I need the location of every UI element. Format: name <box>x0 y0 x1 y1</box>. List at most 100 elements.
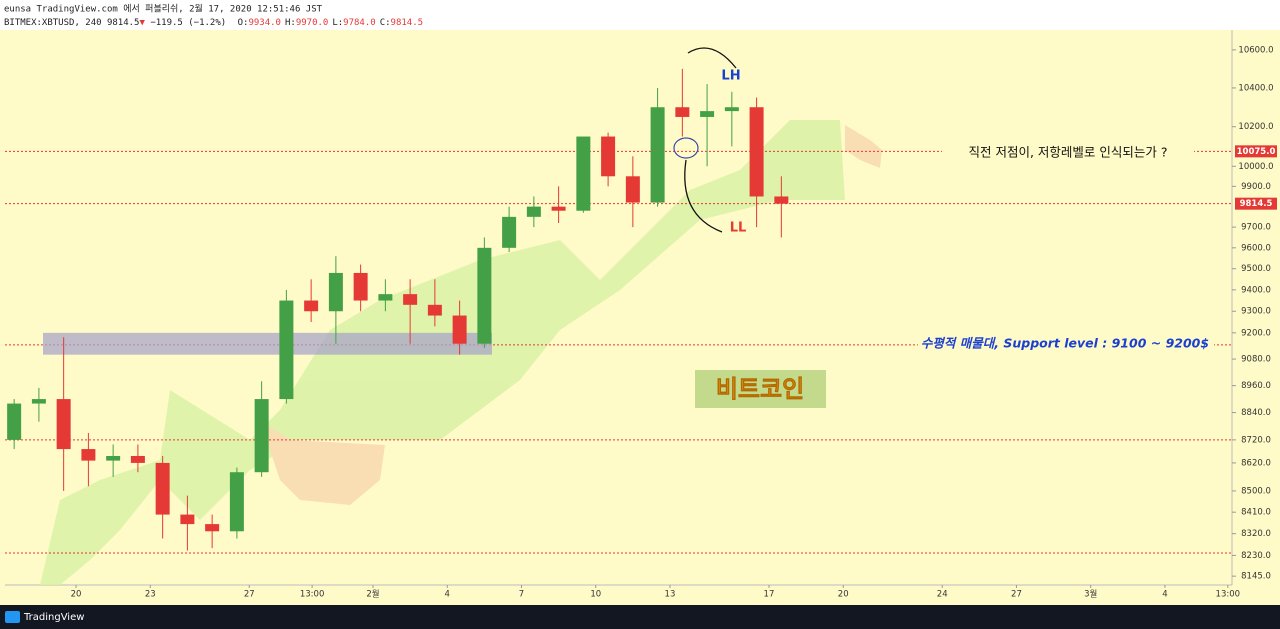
ohlc-label: L: <box>332 18 343 28</box>
ohlc-value: 9970.0 <box>296 18 329 28</box>
symbol: BITMEX:XBTUSD, 240 <box>4 18 102 28</box>
candle-body <box>526 206 541 217</box>
symbol-line: BITMEX:XBTUSD, 240 9814.5▼ −119.5 (−1.2%… <box>4 18 423 28</box>
candle-body <box>551 206 566 211</box>
candle-body <box>403 294 418 305</box>
y-tick-label: 9900.0 <box>1241 182 1271 192</box>
candle-body <box>477 247 492 344</box>
price-label-bg <box>1235 145 1277 158</box>
ohlc-value: 9814.5 <box>391 18 424 28</box>
candle-body <box>601 136 616 177</box>
y-tick-label: 9300.0 <box>1241 307 1271 317</box>
candle-body <box>254 399 269 473</box>
candle-body <box>106 455 121 461</box>
x-tick-label: 20 <box>838 590 849 600</box>
x-tick-label: 4 <box>1162 590 1167 600</box>
candle-body <box>576 136 591 211</box>
cloud-bear <box>260 420 385 505</box>
candle-body <box>328 272 343 312</box>
candle-body <box>130 455 145 463</box>
header-bg <box>0 0 1280 30</box>
brand: TradingView <box>23 612 84 623</box>
candle-body <box>304 300 319 312</box>
x-tick-label: 7 <box>519 590 524 600</box>
y-tick-label: 8230.0 <box>1241 551 1271 561</box>
ohlc-value: 9784.0 <box>343 18 376 28</box>
y-tick-label: 9700.0 <box>1241 223 1271 233</box>
x-tick-label: 23 <box>145 590 156 600</box>
y-tick-label: 8410.0 <box>1241 508 1271 518</box>
x-tick-label: 3월 <box>1084 589 1097 600</box>
y-tick-label: 8720.0 <box>1241 435 1271 445</box>
x-tick-label: 17 <box>764 590 775 600</box>
ohlc-label: O: <box>238 18 249 28</box>
brand-logo <box>5 611 20 623</box>
x-tick-label: 24 <box>937 590 948 600</box>
candle-body <box>749 107 764 197</box>
price-label: 9814.5 <box>1240 199 1273 209</box>
candle-body <box>774 196 789 204</box>
candle-body <box>353 272 368 301</box>
candle-body <box>279 300 294 400</box>
ll-label: LL <box>730 221 747 236</box>
cloud-bear <box>845 125 882 168</box>
candle-body <box>724 107 739 112</box>
footer-bg <box>0 605 1280 629</box>
candle-body <box>229 472 244 532</box>
support-annotation: 수평적 매물대, Support level : 9100 ~ 9200$ <box>921 336 1209 351</box>
ohlc-label: H: <box>285 18 296 28</box>
coin-label: 비트코인 <box>716 375 804 403</box>
x-tick-label: 13:00 <box>300 590 325 600</box>
y-tick-label: 10000.0 <box>1238 162 1273 172</box>
price-label-bg <box>1235 197 1277 210</box>
y-tick-label: 9400.0 <box>1241 285 1271 295</box>
candle-body <box>427 304 442 316</box>
chart-bg <box>0 30 1280 605</box>
candle-body <box>205 524 220 532</box>
lh-arc <box>687 47 737 69</box>
x-tick-label: 27 <box>244 590 255 600</box>
last-price: 9814.5 <box>107 18 140 28</box>
ohlc-value: 9934.0 <box>248 18 281 28</box>
y-tick-label: 10600.0 <box>1238 45 1273 55</box>
y-tick-label: 9600.0 <box>1241 243 1271 253</box>
change-arrow: ▼ <box>139 18 145 28</box>
x-tick-label: 13 <box>665 590 676 600</box>
candle-body <box>180 514 195 525</box>
candle-body <box>81 449 96 461</box>
candle-body <box>31 399 46 404</box>
y-tick-label: 9200.0 <box>1241 328 1271 338</box>
publisher: eunsa TradingView.com 에서 퍼블리쉬, 2월 17, 20… <box>4 3 323 15</box>
y-tick-label: 8320.0 <box>1241 529 1271 539</box>
x-tick-label: 27 <box>1011 590 1022 600</box>
question-bg <box>942 143 1194 163</box>
candle-body <box>502 216 517 248</box>
y-tick-label: 8840.0 <box>1241 408 1271 418</box>
y-tick-label: 8145.0 <box>1241 572 1271 582</box>
candle-body <box>155 462 170 515</box>
candle-body <box>56 399 71 450</box>
x-tick-label: 4 <box>445 590 450 600</box>
question-annotation: 직전 저점이, 저항레벨로 인식되는가 ? <box>968 145 1167 160</box>
lh-label: LH <box>721 69 740 84</box>
candle-body <box>452 315 467 344</box>
ohlc-label: C: <box>380 18 391 28</box>
x-tick-label: 2월 <box>366 589 379 600</box>
candle-body <box>700 111 715 117</box>
x-tick-label: 13:00 <box>1216 590 1241 600</box>
y-tick-label: 10200.0 <box>1238 122 1273 132</box>
y-tick-label: 8500.0 <box>1241 486 1271 496</box>
candle-body <box>625 176 640 203</box>
coin-box <box>695 370 826 408</box>
y-tick-label: 8620.0 <box>1241 458 1271 468</box>
y-tick-label: 9500.0 <box>1241 264 1271 274</box>
candle-body <box>7 403 22 440</box>
x-tick-label: 20 <box>71 590 82 600</box>
support-bg <box>918 334 1214 354</box>
y-tick-label: 10400.0 <box>1238 83 1273 93</box>
candle-body <box>675 107 690 117</box>
change: −119.5 (−1.2%) <box>150 18 226 28</box>
ll-arc <box>684 159 723 233</box>
x-tick-label: 10 <box>590 590 601 600</box>
